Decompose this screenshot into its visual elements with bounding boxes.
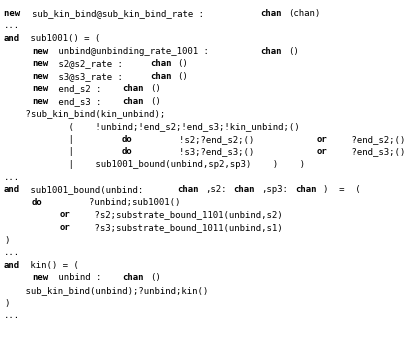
Text: end_s2 :: end_s2 : xyxy=(53,84,106,93)
Text: (): () xyxy=(150,273,161,282)
Text: ,sp3:: ,sp3: xyxy=(261,185,288,194)
Text: end_s3 :: end_s3 : xyxy=(53,97,106,106)
Text: (): () xyxy=(178,72,188,81)
Text: chan: chan xyxy=(122,97,143,106)
Text: ?sub_kin_bind(kin_unbind);: ?sub_kin_bind(kin_unbind); xyxy=(4,110,165,119)
Text: !s3;?end_s3;(): !s3;?end_s3;() xyxy=(136,147,276,156)
Text: sub_kin_bind(unbind);?unbind;kin(): sub_kin_bind(unbind);?unbind;kin() xyxy=(4,286,208,295)
Text: (): () xyxy=(150,84,161,93)
Text: chan: chan xyxy=(178,185,199,194)
Text: )  =  (: ) = ( xyxy=(323,185,361,194)
Text: chan: chan xyxy=(296,185,317,194)
Text: (): () xyxy=(150,97,161,106)
Text: ?unbind;sub1001(): ?unbind;sub1001() xyxy=(46,198,180,207)
Text: s3@s3_rate :: s3@s3_rate : xyxy=(53,72,128,81)
Text: new: new xyxy=(32,72,48,81)
Text: (    !unbind;!end_s2;!end_s3;!kin_unbind;(): ( !unbind;!end_s2;!end_s3;!kin_unbind;() xyxy=(4,122,300,131)
Text: ...: ... xyxy=(4,21,20,30)
Text: new: new xyxy=(32,97,48,106)
Text: ): ) xyxy=(4,236,9,245)
Text: and: and xyxy=(4,185,20,194)
Text: ?s3;substrate_bound_1011(unbind,s1): ?s3;substrate_bound_1011(unbind,s1) xyxy=(74,223,283,232)
Text: |: | xyxy=(4,147,95,156)
Text: ...: ... xyxy=(4,173,20,182)
Text: ,s2:: ,s2: xyxy=(205,185,227,194)
Text: chan: chan xyxy=(233,185,254,194)
Text: do: do xyxy=(32,198,43,207)
Text: or: or xyxy=(60,210,70,219)
Text: ?s2;substrate_bound_1101(unbind,s2): ?s2;substrate_bound_1101(unbind,s2) xyxy=(74,210,283,219)
Text: chan: chan xyxy=(261,47,282,56)
Text: |: | xyxy=(4,135,95,144)
Text: chan: chan xyxy=(122,84,143,93)
Text: sub1001_bound(unbind:: sub1001_bound(unbind: xyxy=(25,185,143,194)
Text: sub1001() = (: sub1001() = ( xyxy=(25,34,100,43)
Text: new: new xyxy=(32,84,48,93)
Text: chan: chan xyxy=(261,9,282,18)
Text: (chan): (chan) xyxy=(289,9,321,18)
Text: and: and xyxy=(4,261,20,270)
Text: new: new xyxy=(4,9,25,18)
Text: ...: ... xyxy=(4,311,20,320)
Text: ?end_s2;(): ?end_s2;() xyxy=(330,135,405,144)
Text: ?end_s3;(): ?end_s3;() xyxy=(330,147,405,156)
Text: do: do xyxy=(122,147,133,156)
Text: new: new xyxy=(32,59,48,68)
Text: |    sub1001_bound(unbind,sp2,sp3)    )    ): | sub1001_bound(unbind,sp2,sp3) ) ) xyxy=(4,160,305,169)
Text: ...: ... xyxy=(4,248,20,257)
Text: chan: chan xyxy=(150,72,171,81)
Text: !s2;?end_s2;(): !s2;?end_s2;() xyxy=(136,135,276,144)
Text: new: new xyxy=(32,47,48,56)
Text: sub_kin_bind@sub_kin_bind_rate :: sub_kin_bind@sub_kin_bind_rate : xyxy=(32,9,209,18)
Text: s2@s2_rate :: s2@s2_rate : xyxy=(53,59,128,68)
Text: do: do xyxy=(122,135,133,144)
Text: (): () xyxy=(178,59,188,68)
Text: (): () xyxy=(289,47,299,56)
Text: ): ) xyxy=(4,299,9,308)
Text: new: new xyxy=(32,273,48,282)
Text: chan: chan xyxy=(150,59,171,68)
Text: unbind@unbinding_rate_1001 :: unbind@unbinding_rate_1001 : xyxy=(53,47,214,56)
Text: kin() = (: kin() = ( xyxy=(25,261,79,270)
Text: chan: chan xyxy=(122,273,143,282)
Text: or: or xyxy=(316,135,327,144)
Text: or: or xyxy=(316,147,327,156)
Text: unbind :: unbind : xyxy=(53,273,106,282)
Text: and: and xyxy=(4,34,20,43)
Text: or: or xyxy=(60,223,70,232)
